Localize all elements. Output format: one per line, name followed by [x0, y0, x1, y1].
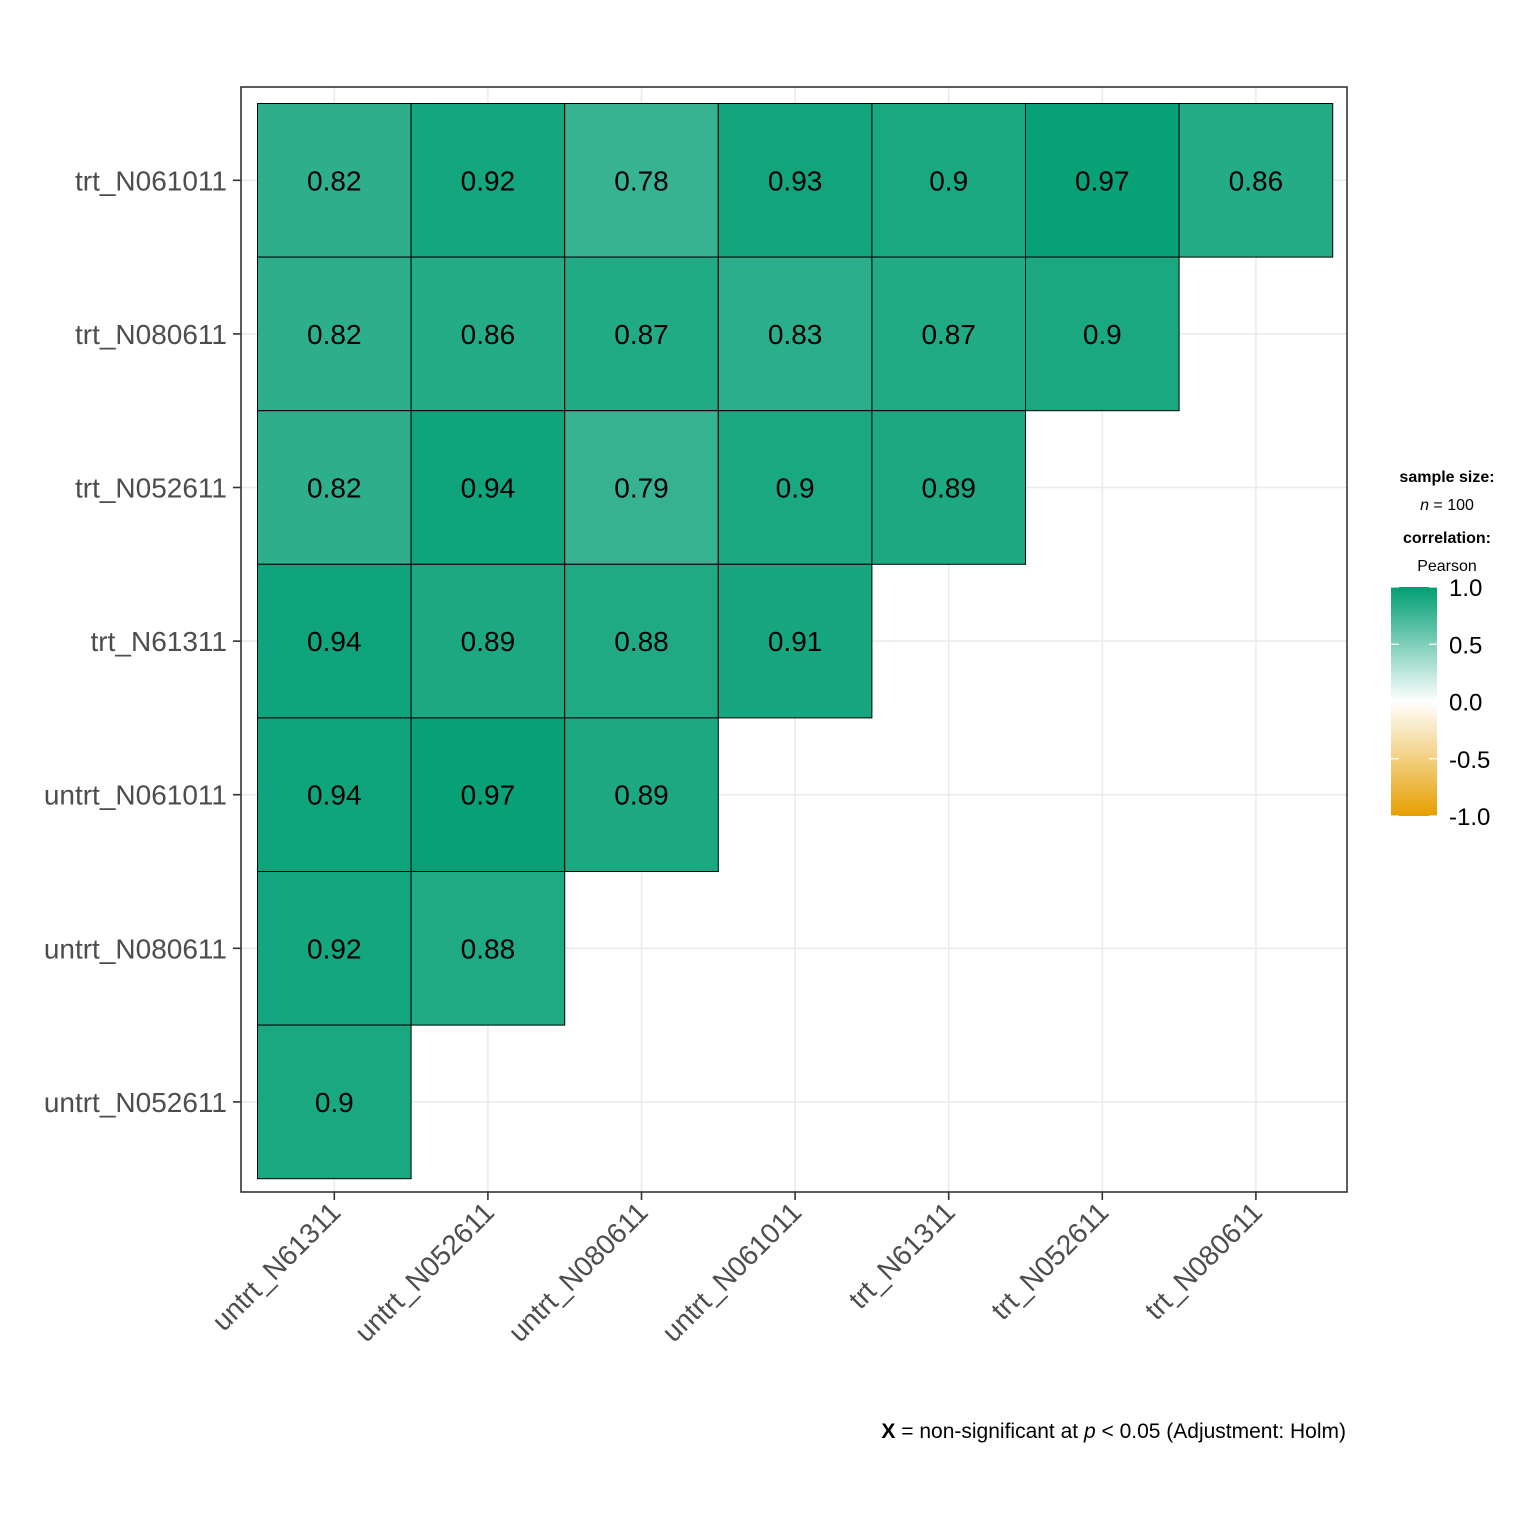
cell-value-label: 0.89	[614, 780, 669, 811]
cell-value-label: 0.79	[614, 473, 669, 504]
heatmap-cell	[564, 563, 719, 719]
heatmap-cell	[257, 256, 412, 412]
cell-value-label: 0.83	[768, 319, 823, 350]
cell-value-label: 0.9	[776, 473, 815, 504]
cell-value-label: 0.82	[307, 319, 362, 350]
cell-value-label: 0.9	[929, 165, 968, 196]
heatmap-cell	[717, 410, 873, 565]
cell-value-label: 0.87	[921, 319, 976, 350]
cell-value-label: 0.93	[768, 165, 823, 196]
heatmap-cell	[410, 563, 566, 719]
y-tick-label: trt_N080611	[75, 319, 227, 350]
heatmap-cell	[410, 256, 566, 412]
cell-value-label: 0.94	[461, 473, 516, 504]
heatmap-cell	[410, 103, 566, 258]
y-tick-label: trt_N61311	[91, 626, 227, 657]
cell-value-label: 0.97	[461, 780, 516, 811]
heatmap-cell	[1025, 103, 1180, 258]
caption: X = non-significant at p < 0.05 (Adjustm…	[881, 1420, 1346, 1443]
y-tick-label: untrt_N080611	[44, 933, 227, 964]
cell-value-label: 0.88	[461, 933, 516, 964]
heatmap-cell	[1178, 103, 1334, 258]
cell-value-label: 0.82	[307, 473, 362, 504]
y-tick-label: untrt_N061011	[44, 780, 227, 811]
cell-value-label: 0.94	[307, 780, 362, 811]
heatmap-cell	[564, 717, 719, 873]
x-tick-label: trt_N61311	[843, 1196, 961, 1314]
legend: sample size: n = 100 correlation: Pearso…	[1391, 469, 1495, 831]
x-tick-label: untrt_N061011	[656, 1196, 807, 1347]
legend-tick-label: 0.0	[1449, 690, 1482, 717]
heatmap-cell	[257, 563, 412, 719]
legend-correlation-method: Pearson	[1417, 558, 1477, 575]
cell-value-label: 0.87	[614, 319, 669, 350]
cell-value-label: 0.82	[307, 165, 362, 196]
heatmap-cell	[717, 563, 873, 719]
heatmap-cell	[257, 1024, 412, 1180]
heatmap-cell	[410, 871, 566, 1026]
panel-border	[240, 86, 1348, 1193]
heatmap-cell	[717, 256, 873, 412]
legend-sample-size-title: sample size:	[1399, 469, 1494, 486]
heatmap-cell	[717, 103, 873, 258]
cell-value-label: 0.94	[307, 626, 362, 657]
heatmap-cell	[257, 103, 412, 258]
legend-correlation-title: correlation:	[1403, 530, 1491, 547]
heatmap-cell	[410, 717, 566, 873]
heatmap-cells	[257, 103, 1334, 1180]
cell-value-label: 0.89	[921, 473, 976, 504]
y-tick-label: untrt_N052611	[44, 1087, 227, 1118]
cell-value-label: 0.91	[768, 626, 823, 657]
heatmap-cell	[257, 717, 412, 873]
legend-tick-label: -0.5	[1449, 747, 1490, 774]
cell-labels: 0.82 0.92 0.78 0.93 0.9 0.97 0.86 0.82 0.86 0.87 0…	[307, 165, 1283, 1118]
cell-value-label: 0.89	[461, 626, 516, 657]
heatmap-cell	[410, 410, 566, 565]
heatmap-cell	[564, 410, 719, 565]
y-tick-label: trt_N061011	[75, 165, 227, 196]
cell-value-label: 0.92	[307, 933, 362, 964]
x-tick-label: trt_N080611	[1139, 1196, 1268, 1325]
x-tick-label: untrt_N61311	[206, 1196, 346, 1336]
cell-value-label: 0.86	[461, 319, 516, 350]
y-tick-label: trt_N052611	[75, 473, 227, 504]
legend-tick-label: 1.0	[1449, 575, 1482, 602]
legend-tick-label: -1.0	[1449, 804, 1490, 831]
cell-value-label: 0.97	[1075, 165, 1130, 196]
heatmap-cell	[564, 103, 719, 258]
heatmap-cell	[1025, 256, 1180, 412]
legend-sample-size-value: n = 100	[1420, 497, 1474, 514]
x-tick-label: untrt_N052611	[349, 1196, 500, 1347]
cell-value-label: 0.86	[1229, 165, 1284, 196]
heatmap-cell	[871, 410, 1027, 565]
cell-value-label: 0.92	[461, 165, 516, 196]
legend-tick-label: 0.5	[1449, 632, 1482, 659]
cell-value-label: 0.9	[1083, 319, 1122, 350]
x-tick-label: trt_N052611	[985, 1196, 1114, 1325]
heatmap-cell	[257, 410, 412, 565]
cell-value-label: 0.9	[315, 1087, 354, 1118]
heatmap-cell	[257, 871, 412, 1026]
cell-value-label: 0.78	[614, 165, 669, 196]
x-tick-label: untrt_N080611	[502, 1196, 653, 1347]
cell-value-label: 0.88	[614, 626, 669, 657]
